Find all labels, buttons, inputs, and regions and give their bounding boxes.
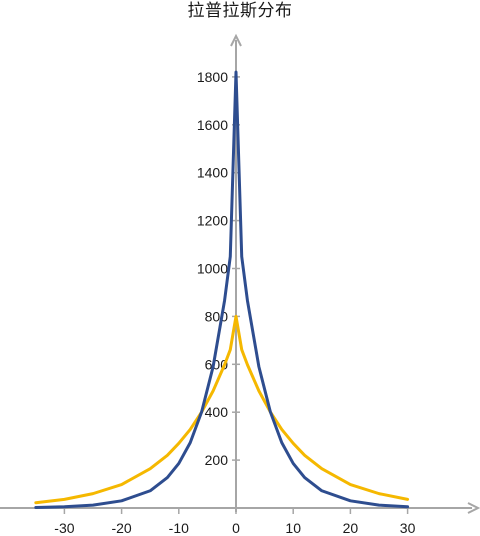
- y-axis-arrow: [230, 33, 242, 47]
- y-tick-label: 400: [205, 404, 229, 420]
- x-axis-arrow: [467, 502, 480, 514]
- x-tick-label: -30: [54, 520, 74, 536]
- series-line-blue: [34, 70, 410, 510]
- y-tick-label: 1600: [197, 117, 228, 133]
- chart-title: 拉普拉斯分布: [187, 1, 293, 20]
- x-tick-label: -10: [169, 520, 189, 536]
- y-tick-label: 200: [205, 452, 229, 468]
- x-tick-label: 10: [285, 520, 301, 536]
- y-tick-label: 1200: [197, 213, 228, 229]
- y-tick-label: 1800: [197, 69, 228, 85]
- x-tick-label: 20: [343, 520, 359, 536]
- y-tick-label: 1000: [197, 261, 228, 277]
- x-tick-label: 0: [232, 520, 240, 536]
- y-tick-label: 1400: [197, 165, 228, 181]
- x-tick-label: 30: [400, 520, 416, 536]
- y-tick-label: 800: [205, 308, 229, 324]
- series-line-yellow: [34, 314, 410, 505]
- x-tick-label: -20: [111, 520, 131, 536]
